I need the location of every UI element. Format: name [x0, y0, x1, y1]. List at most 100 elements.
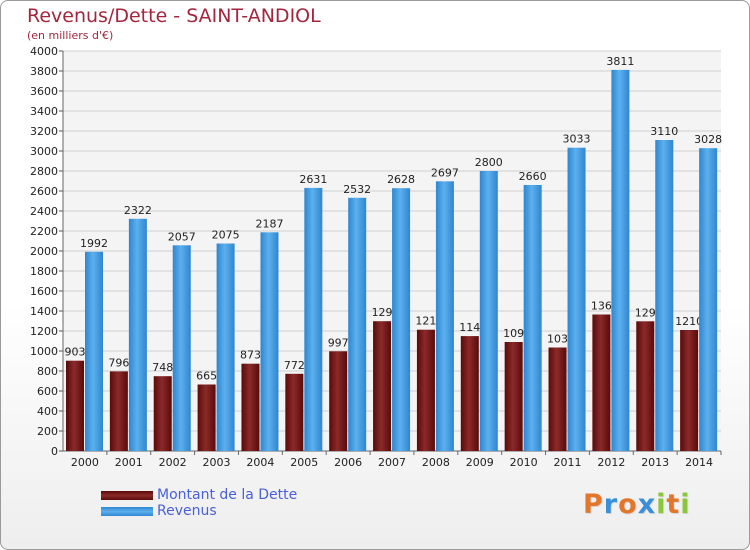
bar-revenus: [479, 171, 498, 451]
bar-revenus: [699, 148, 718, 451]
y-tick-label: 1400: [30, 305, 58, 318]
bar-dette: [680, 330, 699, 451]
y-tick-label: 1600: [30, 285, 58, 298]
legend-item-dette: Montant de la Dette: [101, 487, 297, 503]
y-tick-label: 800: [37, 365, 58, 378]
bar-revenus: [611, 69, 630, 452]
x-tick-label: 2000: [71, 456, 99, 469]
y-tick-label: 1000: [30, 345, 58, 358]
legend-label-revenus: Revenus: [157, 503, 217, 519]
y-tick-label: 600: [37, 385, 58, 398]
x-tick-label: 2001: [115, 456, 143, 469]
x-tick-label: 2006: [334, 456, 362, 469]
x-tick-label: 2007: [378, 456, 406, 469]
bar-revenus: [216, 243, 235, 451]
data-label-revenus: 2075: [212, 229, 240, 242]
data-label-revenus: 2631: [299, 173, 327, 186]
y-tick-label: 4000: [30, 45, 58, 58]
bar-revenus: [172, 245, 191, 451]
chart-subtitle: (en milliers d'€): [27, 29, 114, 42]
data-label-revenus: 2800: [475, 156, 503, 169]
data-label-revenus: 2532: [343, 183, 371, 196]
y-tick-label: 1800: [30, 265, 58, 278]
legend-swatch-dette: [101, 490, 153, 500]
legend-item-revenus: Revenus: [101, 503, 297, 519]
bar-revenus: [348, 197, 367, 451]
legend-label-dette: Montant de la Dette: [157, 487, 298, 503]
bar-dette: [241, 363, 260, 451]
data-label-revenus: 2697: [431, 166, 459, 179]
data-label-revenus: 2660: [519, 170, 547, 183]
data-label-dette: 796: [108, 356, 129, 369]
y-tick-label: 0: [51, 445, 58, 458]
x-tick-label: 2004: [246, 456, 274, 469]
data-label-revenus: 2322: [124, 204, 152, 217]
data-label-revenus: 2057: [168, 230, 196, 243]
data-label-revenus: 3028: [694, 133, 722, 146]
bar-revenus: [392, 188, 411, 451]
y-tick-label: 2800: [30, 165, 58, 178]
legend: Montant de la Dette Revenus: [101, 487, 297, 519]
y-tick-label: 1200: [30, 325, 58, 338]
y-tick-label: 400: [37, 405, 58, 418]
x-tick-label: 2008: [422, 456, 450, 469]
x-tick-label: 2011: [553, 456, 581, 469]
y-tick-label: 3800: [30, 65, 58, 78]
data-label-dette: 136: [591, 300, 612, 313]
bar-dette: [592, 314, 611, 451]
bar-dette: [109, 371, 128, 451]
proxiti-logo: Proxiti: [583, 489, 691, 520]
data-label-dette: 772: [284, 359, 305, 372]
data-label-dette: 103: [547, 333, 568, 346]
bar-dette: [416, 329, 435, 451]
y-tick-label: 3200: [30, 125, 58, 138]
x-tick-label: 2013: [641, 456, 669, 469]
bar-dette: [197, 384, 216, 451]
logo-letter: P: [583, 489, 604, 520]
logo-letter: x: [637, 489, 657, 520]
x-tick-label: 2014: [685, 456, 713, 469]
x-tick-label: 2005: [290, 456, 318, 469]
y-tick-label: 2200: [30, 225, 58, 238]
x-tick-label: 2009: [466, 456, 494, 469]
data-label-dette: 121: [415, 315, 436, 328]
bar-dette: [504, 342, 523, 451]
bar-dette: [285, 373, 304, 451]
logo-letter: i: [680, 489, 691, 520]
data-label-dette: 903: [65, 346, 86, 359]
y-tick-label: 2400: [30, 205, 58, 218]
logo-letter: i: [656, 489, 667, 520]
data-label-revenus: 3811: [606, 55, 634, 68]
y-tick-label: 2000: [30, 245, 58, 258]
data-label-dette: 129: [372, 306, 393, 319]
data-label-dette: 109: [503, 327, 524, 340]
data-label-revenus: 3110: [650, 125, 678, 138]
data-label-dette: 748: [152, 361, 173, 374]
bar-revenus: [85, 251, 103, 451]
logo-letter: o: [618, 489, 638, 520]
data-label-revenus: 2628: [387, 173, 415, 186]
bar-dette: [373, 321, 392, 451]
bar-revenus: [128, 218, 147, 451]
y-tick-label: 200: [37, 425, 58, 438]
data-label-dette: 129: [635, 306, 656, 319]
data-label-revenus: 3033: [563, 133, 591, 146]
bar-dette: [153, 376, 172, 451]
data-label-dette: 114: [459, 321, 480, 334]
data-label-dette: 873: [240, 349, 261, 362]
data-label-revenus: 2187: [255, 217, 283, 230]
bar-dette: [460, 336, 479, 451]
bar-revenus: [567, 147, 586, 451]
bar-revenus: [655, 140, 674, 451]
x-tick-label: 2010: [510, 456, 538, 469]
x-tick-label: 2012: [597, 456, 625, 469]
bar-dette: [329, 351, 348, 451]
bar-dette: [548, 347, 567, 451]
y-tick-label: 3000: [30, 145, 58, 158]
y-tick-label: 3400: [30, 105, 58, 118]
data-label-dette: 997: [328, 336, 349, 349]
bar-revenus: [304, 187, 323, 451]
x-tick-label: 2002: [159, 456, 187, 469]
chart-title: Revenus/Dette - SAINT-ANDIOL: [27, 5, 321, 27]
